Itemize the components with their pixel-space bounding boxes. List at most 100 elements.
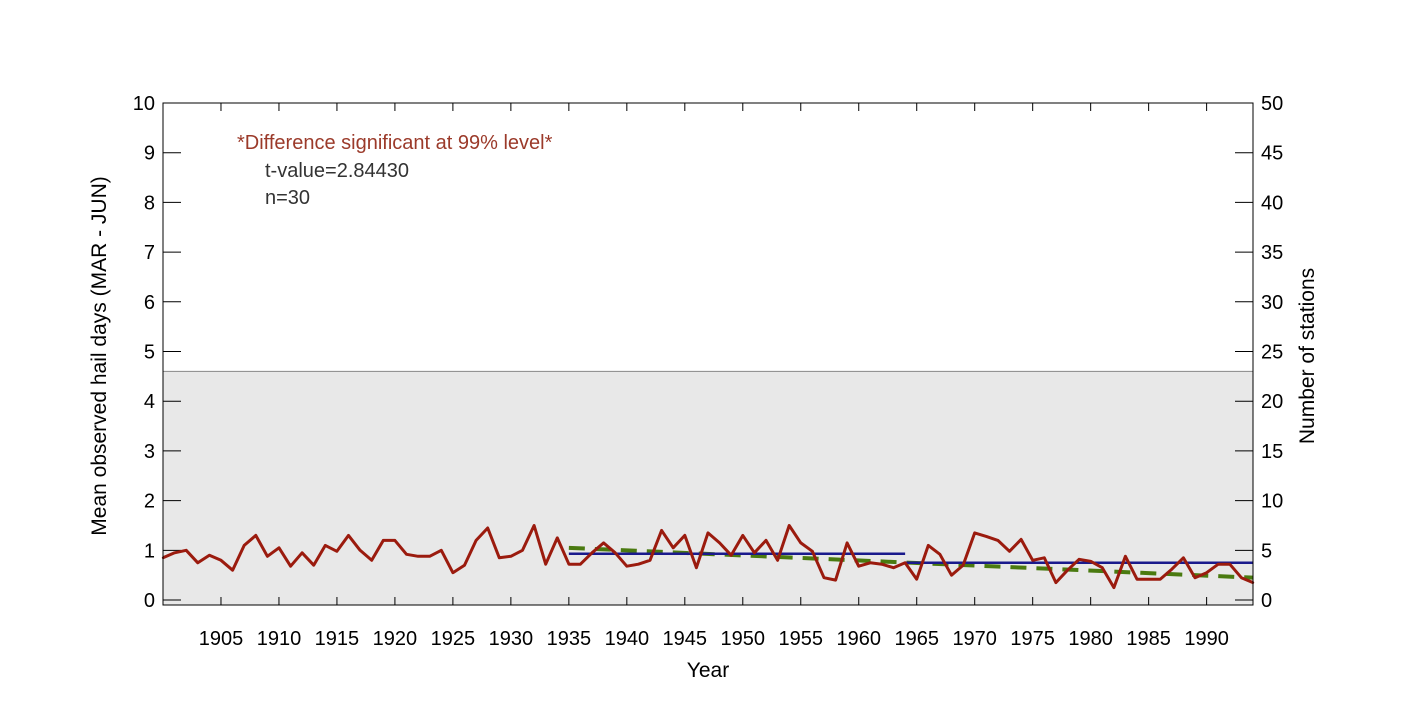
- x-tick-label: 1970: [952, 628, 997, 650]
- hail-days-point: [845, 541, 849, 545]
- hail-days-point: [312, 564, 315, 567]
- hail-days-point: [811, 550, 814, 553]
- hail-days-point: [892, 566, 895, 569]
- hail-days-point: [277, 546, 281, 550]
- x-axis-ticks: 1905 1910 1915 1920 1925 1930 1935 1940 1945 1950…: [199, 103, 1229, 650]
- hail-days-point: [683, 534, 687, 537]
- hail-days-point: [1182, 556, 1185, 559]
- x-tick-label: 1905: [199, 628, 244, 650]
- x-tick-label: 1925: [431, 628, 476, 650]
- hail-days-point: [1135, 577, 1139, 581]
- hail-days-point: [486, 526, 489, 530]
- hail-days-point: [382, 539, 385, 542]
- hail-days-point: [254, 534, 257, 537]
- hail-days-point: [672, 546, 675, 550]
- hail-days-point: [1217, 563, 1220, 566]
- hail-days-point: [637, 563, 640, 566]
- hail-days-point: [567, 563, 571, 566]
- hail-days-point: [498, 556, 501, 559]
- y-tick-label: 9: [144, 143, 155, 165]
- hail-days-point: [347, 534, 350, 537]
- hail-days-point: [950, 573, 953, 577]
- y2-tick-label: 35: [1261, 242, 1283, 264]
- y2-tick-label: 30: [1261, 292, 1283, 314]
- hail-days-point: [753, 551, 756, 555]
- x-tick-label: 1975: [1010, 628, 1055, 650]
- y-tick-label: 3: [144, 441, 155, 463]
- y2-axis-ticks: 0 5 10 15 20 25 30 35 40 45 50: [1235, 93, 1283, 612]
- y2-tick-label: 45: [1261, 143, 1283, 165]
- hail-days-point: [544, 563, 547, 566]
- x-tick-label: 1940: [605, 628, 650, 650]
- hail-days-point: [973, 531, 976, 535]
- hail-days-point: [1228, 563, 1232, 566]
- y2-tick-label: 0: [1261, 590, 1272, 612]
- hail-days-point: [335, 550, 339, 553]
- hail-days-point: [799, 541, 802, 545]
- hail-days-points: [161, 524, 1255, 589]
- hail-days-point: [1147, 577, 1150, 581]
- x-tick-label: 1985: [1126, 628, 1171, 650]
- x-tick-label: 1965: [894, 628, 939, 650]
- y-tick-label: 2: [144, 491, 155, 513]
- y-tick-label: 0: [144, 590, 155, 612]
- hail-days-point: [903, 561, 907, 564]
- n-annotation: n=30: [265, 187, 310, 209]
- hail-days-point: [764, 539, 768, 542]
- hail-days-point: [706, 531, 710, 535]
- hail-days-point: [660, 529, 663, 532]
- significance-annotation: *Difference significant at 99% level*: [237, 132, 553, 154]
- hail-days-point: [776, 559, 779, 562]
- y2-tick-label: 20: [1261, 391, 1283, 413]
- hail-days-point: [614, 551, 617, 555]
- plot-frame: [162, 102, 1254, 606]
- hail-days-point: [1054, 581, 1058, 584]
- hail-days-point: [1043, 556, 1046, 559]
- x-tick-label: 1950: [721, 628, 766, 650]
- hail-days-point: [1031, 559, 1034, 562]
- hail-days-point: [173, 551, 176, 555]
- hail-days-point: [474, 539, 478, 542]
- hail-days-point: [602, 541, 605, 545]
- hail-days-point: [1066, 569, 1069, 572]
- hail-days-point: [1205, 571, 1208, 574]
- hail-days-point: [428, 555, 431, 558]
- hail-days-point: [1008, 550, 1011, 553]
- hail-days-point: [358, 549, 362, 552]
- hail-days-point: [1077, 558, 1081, 561]
- hail-days-point: [869, 561, 872, 564]
- hail-days-point: [590, 551, 594, 555]
- hail-days-point: [370, 559, 373, 562]
- hail-days-point: [787, 524, 791, 527]
- y2-tick-label: 50: [1261, 93, 1283, 115]
- hail-days-point: [985, 535, 988, 538]
- y-tick-label: 4: [144, 391, 155, 413]
- hail-days-point: [648, 559, 652, 562]
- x-tick-label: 1920: [373, 628, 418, 650]
- hail-days-point: [822, 576, 826, 579]
- hail-days-point: [532, 524, 536, 527]
- hail-days-point: [196, 561, 199, 564]
- hail-days-point: [242, 544, 246, 547]
- hail-days-point: [857, 565, 860, 568]
- y2-axis-label: Number of stations: [1296, 268, 1319, 444]
- hail-days-point: [289, 565, 292, 568]
- y-tick-label: 10: [133, 93, 155, 115]
- y-tick-label: 6: [144, 292, 155, 314]
- t-value-annotation: t-value=2.84430: [265, 160, 409, 182]
- y-axis-label: Mean observed hail days (MAR - JUN): [88, 176, 111, 535]
- hail-days-point: [996, 539, 1000, 542]
- y2-tick-label: 25: [1261, 342, 1283, 364]
- hail-days-point: [1193, 576, 1197, 579]
- hail-days-point: [324, 544, 327, 547]
- hail-days-point: [451, 571, 455, 574]
- hail-days-point: [1112, 586, 1116, 589]
- hail-days-point: [741, 534, 744, 537]
- hail-days-point: [208, 554, 211, 557]
- y2-tick-label: 5: [1261, 540, 1272, 562]
- hail-days-point: [521, 549, 524, 552]
- hail-days-point: [405, 553, 408, 556]
- hail-days-point: [1089, 560, 1092, 563]
- x-tick-label: 1980: [1068, 628, 1113, 650]
